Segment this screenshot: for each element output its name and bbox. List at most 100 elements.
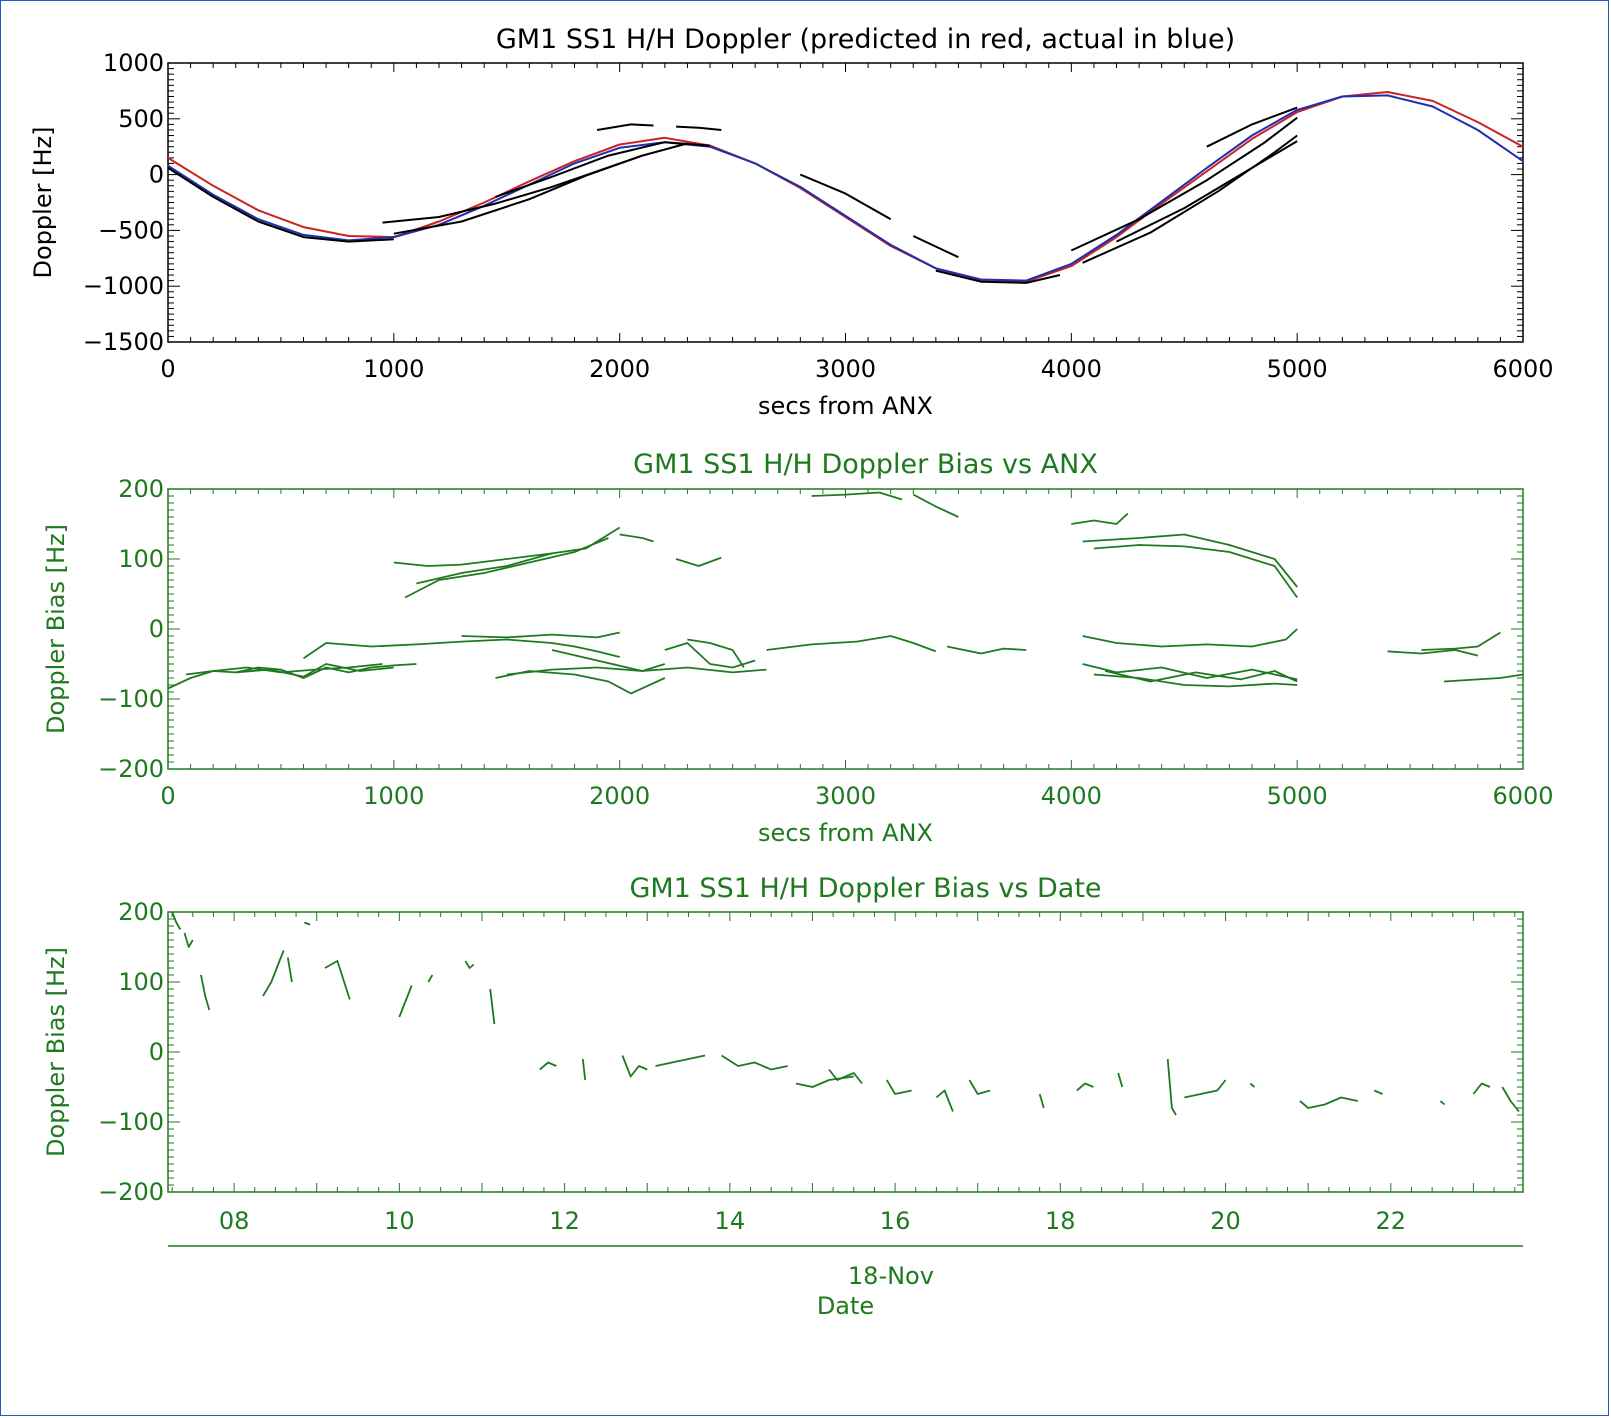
chart-3-series-line xyxy=(200,974,211,1011)
chart-1-series-line xyxy=(1082,134,1298,264)
chart-2-plot-frame xyxy=(167,488,1524,770)
chart-1-series-line xyxy=(676,125,722,131)
chart-3-series-line xyxy=(655,1054,706,1067)
chart-3-series-line xyxy=(621,1055,648,1078)
chart-2-y-tick-label: −200 xyxy=(98,755,164,783)
chart-3-y-tick-label: 0 xyxy=(149,1038,164,1066)
chart-2-series-line xyxy=(1082,663,1298,681)
chart-3-x-tick-label: 10 xyxy=(384,1207,415,1235)
chart-3-series-line xyxy=(1439,1100,1446,1106)
chart-1-series-line xyxy=(935,269,1061,284)
chart-2-x-tick-label: 2000 xyxy=(589,782,650,810)
chart-3-x-tick-label: 08 xyxy=(219,1207,250,1235)
chart-3-series-line xyxy=(427,974,434,983)
chart-1-y-tick-label: −1500 xyxy=(83,328,164,356)
chart-3-series-line xyxy=(721,1054,788,1071)
chart-1-y-tick-label: 500 xyxy=(118,105,164,133)
chart-3-series-line xyxy=(828,1068,863,1085)
chart-3-series-line xyxy=(1501,1086,1520,1113)
chart-2-series-line xyxy=(1443,673,1524,683)
chart-2-y-axis-label: Doppler Bias [Hz] xyxy=(42,524,70,734)
chart-2-series-line xyxy=(506,663,666,676)
chart-3-series-line xyxy=(324,960,351,1000)
chart-3-title: GM1 SS1 H/H Doppler Bias vs Date xyxy=(629,873,1101,904)
chart-1-series-line xyxy=(1206,106,1298,148)
chart-2-series-line xyxy=(461,631,620,639)
chart-3-series-line xyxy=(968,1079,991,1095)
chart-3-x-tick-label: 22 xyxy=(1376,1207,1407,1235)
chart-3-series-line xyxy=(1249,1082,1256,1088)
chart-3-series-line xyxy=(1472,1082,1491,1095)
chart-2-series-line xyxy=(946,645,1027,655)
chart-1-y-tick-label: −1000 xyxy=(83,272,164,300)
chart-2-series-line xyxy=(167,663,417,690)
chart-3-series-line xyxy=(935,1089,954,1112)
chart-1-series-line xyxy=(167,94,1524,282)
chart-3-x-tick-label: 12 xyxy=(549,1207,580,1235)
chart-2-series-line xyxy=(235,663,394,678)
chart-2-x-tick-label: 0 xyxy=(160,782,175,810)
chart-2-series-line xyxy=(551,649,767,674)
chart-1-x-tick-label: 1000 xyxy=(363,355,424,383)
chart-3-series-line xyxy=(262,950,285,997)
chart-2-series-line xyxy=(664,642,756,669)
chart-1-series-line xyxy=(1070,116,1298,252)
chart-2-x-tick-label: 6000 xyxy=(1492,782,1553,810)
chart-1-series-line xyxy=(167,91,1524,283)
chart-3-x-tick-label: 20 xyxy=(1210,1207,1241,1235)
chart-3-series-line xyxy=(303,921,311,926)
chart-3-series-line xyxy=(1299,1096,1358,1109)
chart-1-series-line xyxy=(596,123,654,131)
chart-2-series-line xyxy=(1093,544,1298,599)
chart-1-x-tick-label: 3000 xyxy=(815,355,876,383)
chart-1-x-tick-label: 0 xyxy=(160,355,175,383)
chart-2-series-line xyxy=(1071,512,1129,525)
chart-1-series-line xyxy=(495,141,711,198)
chart-3-y-axis-label: Doppler Bias [Hz] xyxy=(42,947,70,1157)
chart-2-x-tick-label: 4000 xyxy=(1041,782,1102,810)
chart-1-y-tick-label: 1000 xyxy=(103,49,164,77)
chart-3-date-label: 18-Nov xyxy=(848,1262,934,1290)
chart-3-y-tick-label: −200 xyxy=(98,1178,164,1206)
chart-1-series-line xyxy=(799,173,892,221)
chart-2-x-tick-label: 3000 xyxy=(815,782,876,810)
chart-3-x-tick-label: 14 xyxy=(715,1207,746,1235)
chart-1-x-tick-label: 4000 xyxy=(1041,355,1102,383)
chart-3-x-tick-label: 16 xyxy=(880,1207,911,1235)
chart-2-x-axis-label: secs from ANX xyxy=(758,819,933,847)
chart-3-x-tick-label: 18 xyxy=(1045,1207,1076,1235)
chart-1-y-tick-label: −500 xyxy=(98,216,164,244)
chart-1-series-line xyxy=(1116,140,1298,243)
chart-2-y-tick-label: 200 xyxy=(118,475,164,503)
chart-3-series-line xyxy=(1076,1082,1094,1092)
chart-2-series-line xyxy=(302,638,620,660)
chart-2-series-line xyxy=(675,556,722,567)
chart-3-series-line xyxy=(1184,1079,1227,1099)
chart-1-series-line xyxy=(167,167,394,243)
chart-2-series-line xyxy=(416,526,621,585)
chart-3-series-line xyxy=(489,988,496,1025)
chart-2-x-tick-label: 1000 xyxy=(363,782,424,810)
chart-3-series-line xyxy=(183,932,194,948)
chart-3-series-line xyxy=(539,1061,557,1071)
chart-3-series-line xyxy=(171,911,182,930)
chart-1-y-axis-label: Doppler [Hz] xyxy=(29,127,57,279)
chart-2-series-line xyxy=(766,635,937,653)
chart-1-x-tick-label: 6000 xyxy=(1492,355,1553,383)
chart-2-y-tick-label: 0 xyxy=(149,615,164,643)
chart-3-series-line xyxy=(286,957,293,983)
chart-2-series-line xyxy=(912,493,959,518)
chart-1-series-line xyxy=(912,235,959,259)
chart-1-y-tick-label: 0 xyxy=(149,161,164,189)
chart-3-series-line xyxy=(398,985,413,1018)
chart-2-series-line xyxy=(495,670,666,695)
chart-3-series-line xyxy=(1373,1089,1383,1095)
chart-2-series-line xyxy=(393,552,553,567)
chart-2-series-line xyxy=(811,491,903,501)
chart-3-series-line xyxy=(464,960,475,969)
chart-1-x-axis-label: secs from ANX xyxy=(758,392,933,420)
chart-1-x-tick-label: 2000 xyxy=(589,355,650,383)
chart-2-series-line xyxy=(404,537,609,599)
